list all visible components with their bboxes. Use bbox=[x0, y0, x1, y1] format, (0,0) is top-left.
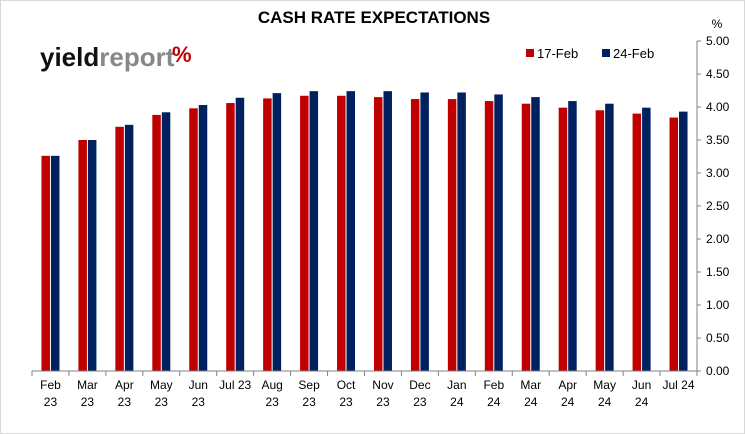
y-tick-label: 4.00 bbox=[706, 100, 730, 114]
y-tick-label: 2.00 bbox=[706, 232, 730, 246]
x-tick-label-line1: Jul 24 bbox=[663, 378, 695, 392]
x-tick-label-line1: Nov bbox=[372, 378, 393, 392]
legend-label-17-feb: 17-Feb bbox=[537, 46, 578, 61]
x-tick-label-line2: 23 bbox=[44, 395, 58, 409]
bar-24-feb-3 bbox=[161, 112, 171, 371]
bar-17-feb-1 bbox=[78, 140, 87, 371]
bar-17-feb-5 bbox=[226, 103, 235, 371]
bar-24-feb-4 bbox=[198, 105, 208, 372]
chart-title: CASH RATE EXPECTATIONS bbox=[258, 8, 490, 27]
x-tick-label-line2: 23 bbox=[302, 395, 316, 409]
x-tick-label-line2: 23 bbox=[265, 395, 279, 409]
logo-text-report: report bbox=[99, 42, 174, 72]
x-tick-label-line2: 23 bbox=[339, 395, 353, 409]
x-tick-label-line1: Feb bbox=[483, 378, 504, 392]
x-tick-label-line2: 24 bbox=[561, 395, 575, 409]
bar-17-feb-17 bbox=[669, 117, 679, 371]
yieldreport-logo: yieldreport % bbox=[40, 42, 192, 72]
bar-24-feb-9 bbox=[383, 91, 392, 371]
y-tick-label: 5.00 bbox=[706, 34, 730, 48]
x-tick-label-line2: 23 bbox=[376, 395, 390, 409]
x-axis: Feb 23 Mar 23 Apr 23 May 23 Jun 23 Jul 23 Aug 23 Sep 2… bbox=[31, 370, 698, 409]
bar-24-feb-7 bbox=[309, 91, 319, 371]
bar-24-feb-17 bbox=[679, 111, 688, 372]
bar-17-feb-12 bbox=[484, 101, 494, 371]
legend-label-24-feb: 24-Feb bbox=[613, 46, 654, 61]
x-tick-label-line2: 23 bbox=[155, 395, 169, 409]
y-tick-label: 1.00 bbox=[706, 298, 730, 312]
x-tick-label-line1: Oct bbox=[337, 378, 356, 392]
x-tick-label-line2: 23 bbox=[413, 395, 427, 409]
bar-24-feb-14 bbox=[568, 101, 577, 371]
x-tick-label-line2: 23 bbox=[192, 395, 206, 409]
bar-24-feb-5 bbox=[235, 97, 245, 371]
y-tick-label: 2.50 bbox=[706, 199, 730, 213]
bar-24-feb-16 bbox=[642, 107, 651, 371]
bar-24-feb-11 bbox=[457, 92, 466, 371]
x-tick-label-line2: 23 bbox=[118, 395, 132, 409]
x-tick-label-line2: 24 bbox=[524, 395, 538, 409]
y-axis: 0.00 0.50 1.00 1.50 2.00 2.50 3.00 3.50 4.00 4.50… bbox=[696, 17, 730, 378]
x-tick-label-line1: Jan bbox=[447, 378, 466, 392]
bar-24-feb-6 bbox=[272, 93, 282, 371]
y-unit-label: % bbox=[712, 17, 723, 31]
y-tick-label: 0.50 bbox=[706, 331, 730, 345]
x-tick-label-line1: Jun bbox=[632, 378, 651, 392]
bar-17-feb-3 bbox=[152, 114, 161, 372]
x-tick-label-line1: Mar bbox=[520, 378, 541, 392]
logo-percent-mark: % bbox=[172, 42, 192, 67]
y-tick-label: 4.50 bbox=[706, 67, 730, 81]
x-tick-label-line1: Jun bbox=[189, 378, 208, 392]
bar-24-feb-13 bbox=[531, 97, 540, 371]
bar-24-feb-0 bbox=[50, 155, 60, 371]
x-tick-label-line1: Mar bbox=[77, 378, 98, 392]
bar-17-feb-16 bbox=[632, 113, 642, 371]
x-tick-label-line1: Feb bbox=[40, 378, 61, 392]
y-tick-label: 3.00 bbox=[706, 166, 730, 180]
bar-17-feb-7 bbox=[300, 95, 309, 371]
x-tick-label-line1: May bbox=[593, 378, 616, 392]
bar-24-feb-10 bbox=[420, 92, 429, 371]
bar-17-feb-0 bbox=[41, 155, 50, 371]
bar-17-feb-9 bbox=[373, 97, 383, 371]
bar-17-feb-8 bbox=[337, 95, 346, 371]
bar-24-feb-12 bbox=[494, 94, 503, 372]
y-tick-label: 1.50 bbox=[706, 265, 730, 279]
legend-swatch-17-feb bbox=[526, 49, 534, 57]
x-tick-label-line1: Jul 23 bbox=[219, 378, 251, 392]
chart-legend: 17-Feb 24-Feb bbox=[526, 46, 654, 61]
bar-17-feb-11 bbox=[447, 99, 457, 371]
plot-area bbox=[41, 91, 688, 372]
svg-text:yieldreport: yieldreport bbox=[40, 42, 175, 72]
bar-17-feb-15 bbox=[595, 110, 605, 372]
y-tick-label: 0.00 bbox=[706, 364, 730, 378]
bar-17-feb-10 bbox=[410, 99, 420, 371]
bar-17-feb-4 bbox=[189, 108, 198, 371]
bar-17-feb-2 bbox=[115, 126, 124, 371]
bar-17-feb-13 bbox=[521, 103, 531, 371]
x-tick-label-line1: Aug bbox=[261, 378, 282, 392]
x-tick-label-line2: 24 bbox=[450, 395, 464, 409]
bar-24-feb-8 bbox=[346, 91, 356, 371]
x-tick-label-line2: 24 bbox=[487, 395, 501, 409]
x-tick-label-line1: Apr bbox=[115, 378, 134, 392]
x-tick-label-line1: Dec bbox=[409, 378, 430, 392]
bar-24-feb-15 bbox=[605, 103, 614, 371]
x-tick-label-line1: Sep bbox=[298, 378, 320, 392]
x-tick-label-line2: 24 bbox=[598, 395, 612, 409]
bar-17-feb-6 bbox=[263, 98, 272, 372]
x-tick-label-line1: Apr bbox=[558, 378, 577, 392]
y-tick-label: 3.50 bbox=[706, 133, 730, 147]
bar-24-feb-2 bbox=[124, 124, 134, 371]
x-tick-label-line1: May bbox=[150, 378, 173, 392]
bar-24-feb-1 bbox=[87, 140, 97, 371]
logo-text-yield: yield bbox=[40, 42, 99, 72]
bar-17-feb-14 bbox=[558, 107, 568, 371]
x-tick-label-line2: 24 bbox=[635, 395, 649, 409]
legend-swatch-24-feb bbox=[602, 49, 610, 57]
x-tick-label-line2: 23 bbox=[81, 395, 95, 409]
